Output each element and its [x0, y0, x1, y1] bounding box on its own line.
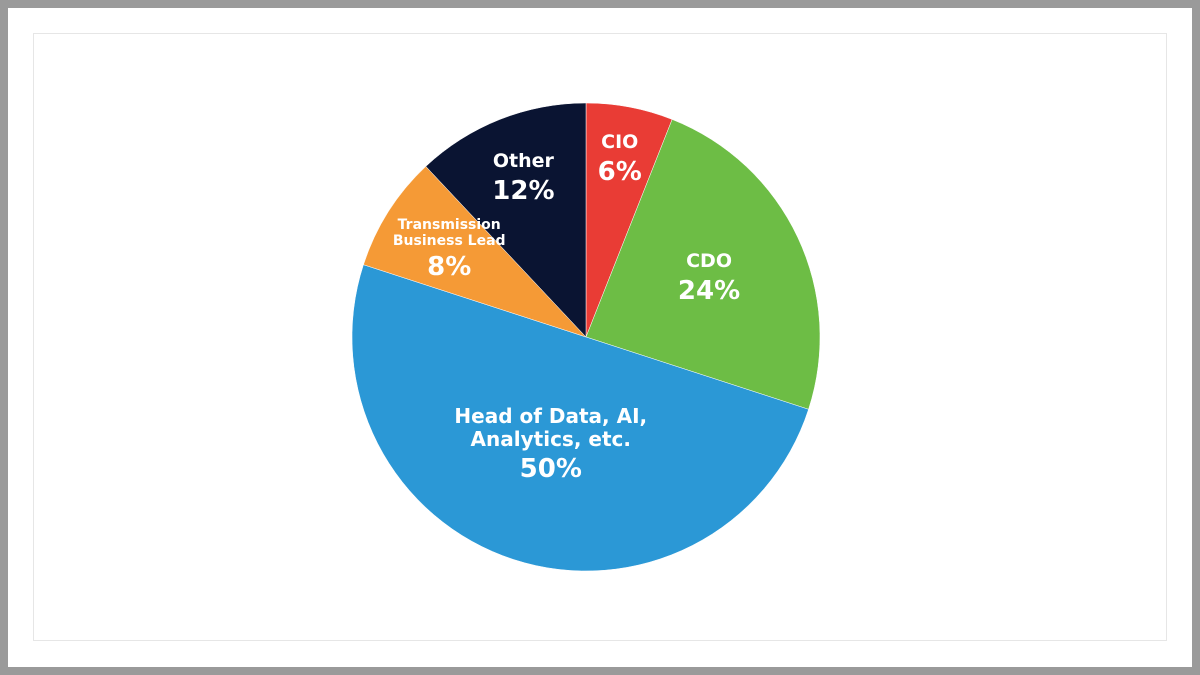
- pie-slice: [363, 166, 587, 338]
- pie-slice: [425, 102, 587, 338]
- slice-label: Head of Data, AI, Analytics, etc. 50%: [441, 405, 661, 485]
- pie-slice: [585, 119, 821, 410]
- category-label: CDO: [686, 250, 732, 273]
- value-label: 12%: [492, 175, 555, 206]
- value-label: 24%: [677, 276, 741, 307]
- slice-label: CDO 24%: [659, 250, 759, 307]
- category-label: Head of Data, AI, Analytics, etc.: [454, 404, 648, 452]
- category-label: Other: [492, 150, 554, 173]
- category-label: Transmission Business Lead: [392, 217, 506, 250]
- slide: [33, 33, 1167, 641]
- slice-label: CIO 6%: [580, 131, 660, 188]
- value-label: 8%: [427, 252, 472, 283]
- slice-label: Other 12%: [473, 150, 573, 207]
- value-label: 50%: [519, 454, 582, 485]
- slice-label: Transmission Business Lead 8%: [384, 217, 514, 283]
- pie-slice: [351, 264, 809, 571]
- value-label: 6%: [597, 157, 642, 188]
- category-label: CIO: [601, 131, 639, 154]
